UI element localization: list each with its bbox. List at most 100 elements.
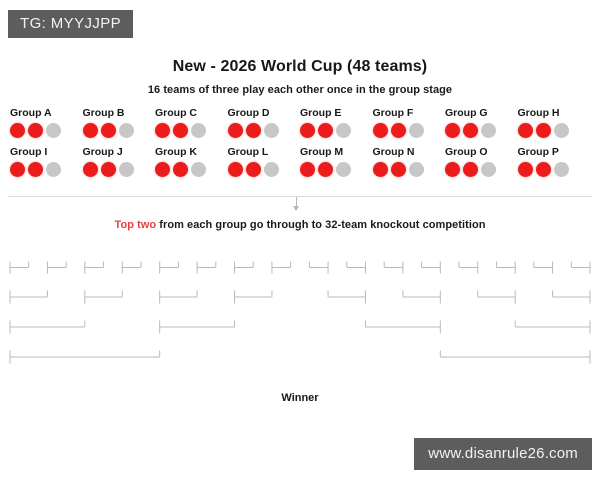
group-team-dots — [155, 123, 228, 138]
group-team-dots — [82, 123, 156, 138]
group-row: Group A Group B Group C Group D Group E Group… — [10, 107, 590, 138]
team-dot-eliminated — [118, 123, 134, 138]
group-team-dots — [155, 162, 228, 177]
team-dot-qualified — [245, 162, 261, 177]
team-dot-qualified — [445, 123, 460, 138]
team-dot-qualified — [445, 162, 460, 177]
team-dot-eliminated — [336, 162, 351, 177]
team-dot-eliminated — [553, 123, 569, 138]
team-dot-qualified — [28, 162, 43, 177]
group-label: Group H — [517, 107, 560, 119]
group-cell-group-m: Group M — [300, 146, 373, 177]
group-label: Group I — [10, 146, 48, 158]
group-label: Group J — [82, 146, 123, 158]
group-label: Group K — [155, 146, 197, 158]
group-label: Group B — [82, 107, 125, 119]
group-label: Group D — [227, 107, 270, 119]
group-cell-group-o: Group O — [445, 146, 518, 177]
team-dot-eliminated — [481, 162, 496, 177]
group-label: Group G — [445, 107, 488, 119]
team-dot-qualified — [372, 123, 388, 138]
group-label: Group L — [227, 146, 269, 158]
group-team-dots — [300, 162, 373, 177]
team-dot-qualified — [300, 123, 315, 138]
team-dot-qualified — [300, 162, 315, 177]
group-team-dots — [372, 123, 446, 138]
knockout-caption-highlight: Top two — [114, 219, 157, 231]
team-dot-eliminated — [263, 162, 279, 177]
group-cell-group-h: Group H — [517, 107, 591, 138]
group-team-dots — [227, 162, 301, 177]
team-dot-eliminated — [46, 123, 61, 138]
team-dot-qualified — [10, 162, 25, 177]
team-dot-eliminated — [118, 162, 134, 177]
group-cell-group-f: Group F — [372, 107, 446, 138]
group-team-dots — [227, 123, 301, 138]
group-stage-section: Group A Group B Group C Group D Group E Group… — [10, 107, 590, 185]
group-team-dots — [517, 123, 591, 138]
team-dot-eliminated — [408, 123, 424, 138]
team-dot-qualified — [173, 123, 188, 138]
group-team-dots — [372, 162, 446, 177]
group-cell-group-b: Group B — [82, 107, 156, 138]
group-cell-group-l: Group L — [227, 146, 301, 177]
group-label: Group A — [10, 107, 52, 119]
page-title: New - 2026 World Cup (48 teams) — [172, 58, 428, 75]
team-dot-eliminated — [191, 123, 206, 138]
team-dot-qualified — [10, 123, 25, 138]
group-cell-group-c: Group C — [155, 107, 228, 138]
group-cell-group-a: Group A — [10, 107, 83, 138]
site-watermark-badge: www.disanrule26.com — [414, 438, 592, 470]
team-dot-qualified — [517, 123, 533, 138]
team-dot-qualified — [390, 123, 406, 138]
group-label: Group E — [300, 107, 342, 119]
team-dot-qualified — [227, 162, 243, 177]
team-dot-qualified — [28, 123, 43, 138]
group-team-dots — [445, 162, 518, 177]
group-label: Group P — [517, 146, 559, 158]
group-label: Group M — [300, 146, 344, 158]
team-dot-qualified — [227, 123, 243, 138]
group-team-dots — [300, 123, 373, 138]
group-row: Group I Group J Group K Group L Group M Group… — [10, 146, 590, 177]
telegram-watermark-badge: TG: MYYJJPP — [8, 10, 134, 38]
group-cell-group-p: Group P — [517, 146, 591, 177]
team-dot-qualified — [535, 162, 551, 177]
group-cell-group-k: Group K — [155, 146, 228, 177]
team-dot-qualified — [82, 123, 98, 138]
group-cell-group-i: Group I — [10, 146, 83, 177]
team-dot-qualified — [82, 162, 98, 177]
team-dot-qualified — [390, 162, 406, 177]
down-arrow-icon — [293, 197, 299, 211]
group-label: Group O — [445, 146, 488, 158]
group-label: Group N — [372, 146, 415, 158]
group-team-dots — [445, 123, 518, 138]
team-dot-eliminated — [263, 123, 279, 138]
group-team-dots — [10, 123, 83, 138]
team-dot-qualified — [155, 123, 170, 138]
bracket-svg — [9, 261, 591, 364]
group-cell-group-e: Group E — [300, 107, 373, 138]
knockout-bracket — [0, 240, 600, 415]
team-dot-eliminated — [46, 162, 61, 177]
team-dot-eliminated — [408, 162, 424, 177]
team-dot-qualified — [318, 162, 333, 177]
team-dot-qualified — [100, 162, 116, 177]
page-subtitle: 16 teams of three play each other once i… — [147, 84, 453, 96]
knockout-caption: Top two from each group go through to 32… — [0, 219, 600, 231]
team-dot-qualified — [318, 123, 333, 138]
winner-label: Winner — [281, 392, 319, 404]
group-cell-group-d: Group D — [227, 107, 301, 138]
team-dot-qualified — [517, 162, 533, 177]
group-team-dots — [10, 162, 83, 177]
team-dot-eliminated — [191, 162, 206, 177]
team-dot-qualified — [463, 162, 478, 177]
group-team-dots — [517, 162, 591, 177]
team-dot-qualified — [535, 123, 551, 138]
group-label: Group C — [155, 107, 197, 119]
team-dot-qualified — [372, 162, 388, 177]
team-dot-qualified — [245, 123, 261, 138]
team-dot-eliminated — [336, 123, 351, 138]
team-dot-qualified — [100, 123, 116, 138]
team-dot-eliminated — [481, 123, 496, 138]
